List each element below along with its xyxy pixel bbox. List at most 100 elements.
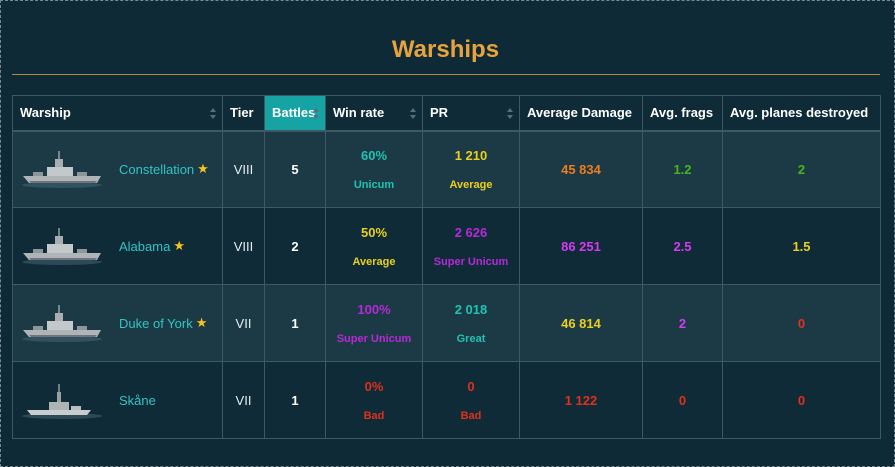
- sort-arrows-icon[interactable]: [313, 108, 319, 119]
- pr-cell: 0 Bad: [422, 361, 520, 439]
- avg-planes-cell: 1.5: [722, 207, 881, 285]
- win-rate-rating: Unicum: [353, 178, 395, 191]
- battles-cell: 5: [264, 130, 326, 208]
- avg-frags-value: 1.2: [673, 161, 692, 177]
- column-header-label: Win rate: [333, 105, 385, 121]
- avg-planes-cell: 0: [722, 284, 881, 362]
- column-header-label: PR: [430, 105, 449, 121]
- battles-value: 5: [291, 161, 299, 177]
- avg-frags-cell: 2: [642, 284, 723, 362]
- sort-arrows-icon[interactable]: [410, 108, 416, 119]
- tier-cell: VII: [222, 284, 265, 362]
- page-title: Warships: [391, 36, 500, 63]
- pr-cell: 2 018 Great: [422, 284, 520, 362]
- table-row[interactable]: Alabama ★ VIII 2 50% Average 2 626 Super Unicum…: [12, 207, 881, 285]
- win-rate-value: 100%: [357, 301, 391, 317]
- pr-cell: 2 626 Super Unicum: [422, 207, 520, 285]
- warship-cell: Skåne: [12, 361, 223, 439]
- warship-info: Skåne: [21, 380, 214, 420]
- tier-cell: VIII: [222, 130, 265, 208]
- avg-frags-cell: 1.2: [642, 130, 723, 208]
- avg-frags-value: 2: [678, 315, 687, 331]
- tier-value: VII: [235, 392, 252, 408]
- average-damage-value: 86 251: [561, 238, 601, 254]
- ship-name-link[interactable]: Skåne: [119, 392, 156, 408]
- battles-value: 1: [291, 315, 299, 331]
- column-header-win-rate[interactable]: Win rate: [325, 95, 423, 132]
- average-damage-cell: 45 834: [519, 130, 643, 208]
- premium-star-icon: ★: [173, 238, 185, 253]
- avg-frags-cell: 2.5: [642, 207, 723, 285]
- ship-name-link[interactable]: Constellation: [119, 161, 195, 177]
- pr-value: 0: [467, 378, 475, 394]
- battles-cell: 1: [264, 284, 326, 362]
- win-rate-rating: Super Unicum: [336, 332, 412, 345]
- premium-star-icon: ★: [197, 161, 209, 177]
- pr-rating: Bad: [460, 409, 482, 422]
- win-rate-cell: 60% Unicum: [325, 130, 423, 208]
- avg-frags-value: 0: [678, 392, 687, 408]
- table-row[interactable]: Skåne VII 1 0% Bad 0 Bad 1 122 0 0: [12, 361, 881, 439]
- table-body: Constellation ★ VIII 5 60% Unicum 1 210 Average…: [12, 130, 881, 439]
- win-rate-cell: 50% Average: [325, 207, 423, 285]
- win-rate-rating: Bad: [363, 409, 385, 422]
- tier-value: VII: [235, 315, 252, 331]
- win-rate-cell: 100% Super Unicum: [325, 284, 423, 362]
- battles-value: 2: [291, 238, 299, 254]
- win-rate-value: 0%: [364, 378, 384, 394]
- column-header-avg-frags[interactable]: Avg. frags: [642, 95, 723, 132]
- tier-cell: VII: [222, 361, 265, 439]
- header-row: Warship Tier Battles Win rate PR Average Dama…: [12, 95, 881, 132]
- average-damage-value: 46 814: [561, 315, 601, 331]
- avg-planes-value: 0: [797, 392, 806, 408]
- table-row[interactable]: Duke of York ★ VII 1 100% Super Unicum 2 018 Gr…: [12, 284, 881, 362]
- pr-rating: Super Unicum: [433, 255, 509, 268]
- pr-rating: Great: [456, 332, 486, 345]
- average-damage-value: 45 834: [561, 161, 601, 177]
- ship-image: [22, 151, 102, 189]
- column-header-avg-planes-destroyed[interactable]: Avg. planes destroyed: [722, 95, 881, 132]
- sort-arrows-icon[interactable]: [210, 108, 216, 119]
- warship-info: Duke of York ★: [21, 303, 214, 343]
- column-header-tier[interactable]: Tier: [222, 95, 265, 132]
- column-header-pr[interactable]: PR: [422, 95, 520, 132]
- avg-frags-value: 2.5: [673, 238, 692, 254]
- tier-cell: VIII: [222, 207, 265, 285]
- warship-info: Alabama ★: [21, 226, 214, 266]
- warship-cell: Alabama ★: [12, 207, 223, 285]
- premium-star-icon: ★: [195, 315, 208, 330]
- avg-planes-cell: 0: [722, 361, 881, 439]
- sort-arrows-icon[interactable]: [507, 108, 513, 119]
- column-header-label: Avg. planes destroyed: [730, 105, 869, 121]
- ship-name-link[interactable]: Duke of York: [119, 315, 193, 331]
- column-header-warship[interactable]: Warship: [12, 95, 223, 132]
- average-damage-value: 1 122: [564, 392, 598, 408]
- column-header-battles[interactable]: Battles: [264, 95, 326, 132]
- average-damage-cell: 1 122: [519, 361, 643, 439]
- pr-value: 2 018: [454, 301, 488, 317]
- battles-cell: 1: [264, 361, 326, 439]
- win-rate-rating: Average: [352, 255, 396, 268]
- ship-image: [22, 384, 102, 419]
- table-header: Warship Tier Battles Win rate PR Average Dama…: [12, 95, 881, 132]
- battles-cell: 2: [264, 207, 326, 285]
- column-header-average-damage[interactable]: Average Damage: [519, 95, 643, 132]
- table-row[interactable]: Constellation ★ VIII 5 60% Unicum 1 210 Average…: [12, 130, 881, 208]
- win-rate-cell: 0% Bad: [325, 361, 423, 439]
- pr-value: 2 626: [454, 224, 488, 240]
- column-header-label: Average Damage: [527, 105, 633, 121]
- column-header-label: Battles: [272, 105, 316, 121]
- warship-cell: Constellation ★: [12, 130, 223, 208]
- avg-planes-cell: 2: [722, 130, 881, 208]
- column-header-label: Tier: [230, 105, 254, 121]
- pr-rating: Average: [449, 178, 493, 191]
- column-header-label: Avg. frags: [650, 105, 714, 121]
- tier-value: VIII: [233, 161, 254, 177]
- column-header-label: Warship: [20, 105, 71, 121]
- avg-planes-value: 0: [797, 315, 806, 331]
- pr-value: 1 210: [454, 147, 488, 163]
- avg-planes-value: 2: [797, 161, 806, 177]
- ship-name-link[interactable]: Alabama: [119, 238, 171, 254]
- tier-value: VIII: [233, 238, 254, 254]
- ship-image: [22, 305, 102, 342]
